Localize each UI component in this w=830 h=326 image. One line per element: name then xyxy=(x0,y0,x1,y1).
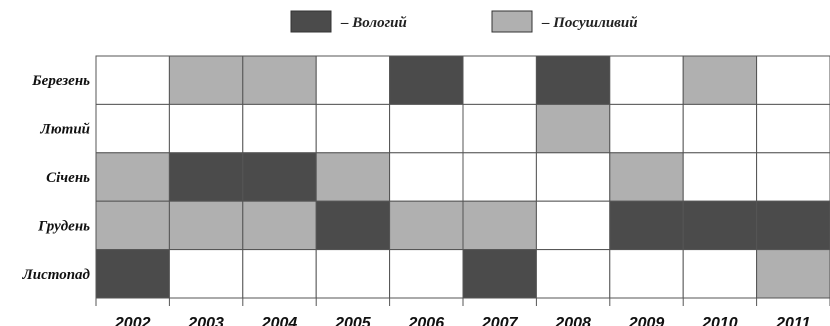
column-label-2009: 2009 xyxy=(628,315,665,326)
heatmap-cell-Січень-2006 xyxy=(389,152,464,202)
column-label-2004: 2004 xyxy=(261,315,298,326)
column-labels: 2002 2003 2004 2005 2006 2007 2008 2009 2010 2011 xyxy=(114,315,811,326)
heatmap-cell-Лютий-2010 xyxy=(682,103,758,154)
row-label-Березень: Березень xyxy=(31,73,90,89)
heatmap-cell-Березень-2010 xyxy=(682,55,758,105)
heatmap-cell-Листопад-2007 xyxy=(462,249,537,299)
heatmap-cell-Грудень-2007 xyxy=(462,200,537,251)
heatmap-cell-Березень-2003 xyxy=(168,55,244,105)
legend-swatch-dry xyxy=(491,10,533,33)
column-label-2005: 2005 xyxy=(334,315,372,326)
heatmap-cell-Листопад-2005 xyxy=(315,249,391,299)
heatmap-cell-Листопад-2011 xyxy=(756,249,830,299)
heatmap-cell-Січень-2002 xyxy=(95,152,170,202)
heatmap-grid xyxy=(95,55,830,306)
heatmap-cell-Лютий-2011 xyxy=(756,103,830,154)
heatmap-cell-Березень-2011 xyxy=(756,55,830,105)
heatmap-cell-Листопад-2006 xyxy=(389,249,464,299)
column-label-2003: 2003 xyxy=(187,315,224,326)
heatmap-cell-Листопад-2002 xyxy=(95,249,170,299)
heatmap-cell-Січень-2009 xyxy=(609,152,684,202)
heatmap-cell-Січень-2008 xyxy=(535,152,611,202)
heatmap-cell-Грудень-2006 xyxy=(389,200,464,251)
row-label-Листопад: Листопад xyxy=(21,267,90,283)
heatmap-cell-Лютий-2009 xyxy=(609,103,684,154)
column-label-2008: 2008 xyxy=(554,315,591,326)
heatmap-cell-Грудень-2010 xyxy=(682,200,758,251)
heatmap-cell-Березень-2009 xyxy=(609,55,684,105)
heatmap-cell-Грудень-2005 xyxy=(315,200,391,251)
heatmap-cell-Січень-2010 xyxy=(682,152,758,202)
legend: – Вологий – Посушливий xyxy=(290,10,638,33)
heatmap-cell-Лютий-2005 xyxy=(315,103,391,154)
heatmap-cell-Січень-2005 xyxy=(315,152,391,202)
heatmap-cell-Листопад-2004 xyxy=(242,249,317,299)
heatmap-cell-Березень-2005 xyxy=(315,55,391,105)
heatmap-cell-Грудень-2002 xyxy=(95,200,170,251)
column-label-2007: 2007 xyxy=(481,315,519,326)
heatmap-cell-Лютий-2003 xyxy=(168,103,244,154)
heatmap-cell-Березень-2002 xyxy=(95,55,170,105)
heatmap-cell-Грудень-2009 xyxy=(609,200,684,251)
heatmap-cell-Березень-2006 xyxy=(389,55,464,105)
heatmap-cell-Січень-2007 xyxy=(462,152,537,202)
heatmap-cell-Грудень-2004 xyxy=(242,200,317,251)
heatmap-cell-Листопад-2010 xyxy=(682,249,758,299)
legend-label-dry: – Посушливий xyxy=(541,15,638,31)
heatmap-cell-Лютий-2007 xyxy=(462,103,537,154)
heatmap-cell-Листопад-2008 xyxy=(535,249,611,299)
row-label-Лютий: Лютий xyxy=(39,122,90,138)
heatmap-cell-Листопад-2003 xyxy=(168,249,244,299)
row-labels: Березень Лютий Січень Грудень Листопад xyxy=(21,73,90,283)
column-label-2010: 2010 xyxy=(701,315,738,326)
column-label-2011: 2011 xyxy=(775,315,811,326)
column-label-2002: 2002 xyxy=(114,315,151,326)
legend-label-wet: – Вологий xyxy=(340,15,407,31)
heatmap-cell-Грудень-2003 xyxy=(168,200,244,251)
heatmap-cell-Грудень-2008 xyxy=(535,200,611,251)
column-label-2006: 2006 xyxy=(408,315,445,326)
heatmap-cell-Лютий-2006 xyxy=(389,103,464,154)
heatmap-cell-Грудень-2011 xyxy=(756,200,830,251)
row-label-Січень: Січень xyxy=(46,170,90,186)
row-label-Грудень: Грудень xyxy=(37,218,90,234)
heatmap-cell-Листопад-2009 xyxy=(609,249,684,299)
heatmap-cell-Березень-2007 xyxy=(462,55,537,105)
heatmap-cell-Січень-2011 xyxy=(756,152,830,202)
heatmap-cell-Березень-2008 xyxy=(535,55,611,105)
heatmap-cell-Лютий-2004 xyxy=(242,103,317,154)
heatmap-cell-Березень-2004 xyxy=(242,55,317,105)
legend-swatch-wet xyxy=(290,10,332,33)
heatmap-cell-Лютий-2008 xyxy=(535,103,611,154)
heatmap-cell-Січень-2003 xyxy=(168,152,244,202)
heatmap-cell-Січень-2004 xyxy=(242,152,317,202)
heatmap-cell-Лютий-2002 xyxy=(95,103,170,154)
